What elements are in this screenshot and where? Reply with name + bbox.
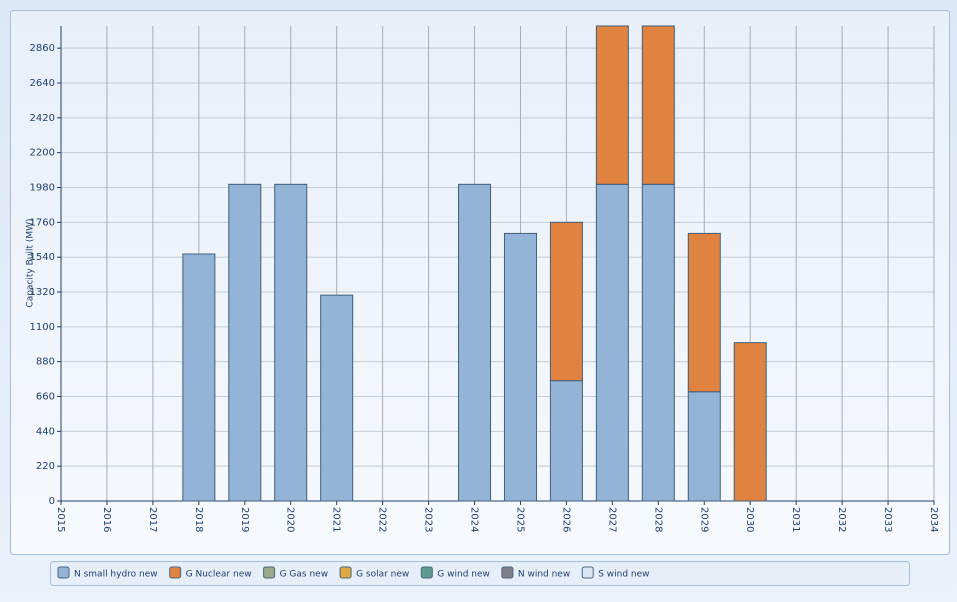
x-tick-label: 2017: [147, 507, 158, 532]
y-tick-label: 0: [49, 496, 55, 507]
bar-segment: [274, 183, 308, 502]
bar-segment: [641, 183, 675, 502]
y-tick-label: 1540: [30, 252, 55, 263]
legend-swatch: [57, 566, 70, 579]
legend-label: N small hydro new: [74, 570, 158, 580]
bar-segment: [687, 391, 721, 502]
x-tick-label: 2033: [882, 507, 893, 532]
bar-segment: [503, 232, 537, 502]
x-tick-label: 2018: [193, 507, 204, 532]
bar-segment: [641, 25, 675, 185]
bar-segment: [458, 183, 492, 502]
y-tick-label: 1980: [30, 183, 55, 194]
legend-swatch: [420, 566, 433, 579]
bar-segment: [549, 221, 583, 382]
y-tick-label: 440: [36, 426, 55, 437]
x-tick-label: 2021: [331, 507, 342, 532]
y-tick-label: 1320: [30, 287, 55, 298]
legend-label: G wind new: [437, 570, 490, 580]
x-tick-label: 2026: [560, 507, 571, 532]
bar-segment: [228, 183, 262, 502]
x-tick-label: 2023: [423, 507, 434, 532]
legend-label: G Nuclear new: [186, 570, 252, 580]
y-tick-label: 2200: [30, 148, 55, 159]
y-tick-label: 1100: [30, 322, 55, 333]
x-tick-label: 2031: [790, 507, 801, 532]
y-tick-label: 880: [36, 357, 55, 368]
x-tick-label: 2030: [744, 507, 755, 532]
x-tick-label: 2032: [836, 507, 847, 532]
bar-segment: [595, 25, 629, 185]
legend-label: N wind new: [518, 570, 570, 580]
bar-segment: [182, 253, 216, 502]
legend-label: S wind new: [598, 570, 649, 580]
y-axis-title: Capacity Built (MW): [26, 218, 36, 307]
x-tick-label: 2025: [514, 507, 525, 532]
x-tick-label: 2034: [928, 507, 939, 532]
y-tick-label: 2860: [30, 43, 55, 54]
x-tick-label: 2027: [606, 507, 617, 532]
x-tick-label: 2028: [652, 507, 663, 532]
legend-swatch: [501, 566, 514, 579]
y-tick-label: 660: [36, 392, 55, 403]
bar-segment: [595, 183, 629, 502]
y-tick-label: 220: [36, 461, 55, 472]
x-tick-label: 2019: [239, 507, 250, 532]
legend-swatch: [339, 566, 352, 579]
x-tick-label: 2022: [377, 507, 388, 532]
y-tick-label: 2420: [30, 113, 55, 124]
legend-swatch: [263, 566, 276, 579]
bar-segment: [549, 380, 583, 502]
x-tick-label: 2015: [55, 507, 66, 532]
x-tick-label: 2029: [698, 507, 709, 532]
x-tick-label: 2016: [101, 507, 112, 532]
legend-label: G solar new: [356, 570, 409, 580]
legend-label: G Gas new: [280, 570, 328, 580]
y-tick-label: 1760: [30, 217, 55, 228]
y-tick-label: 2640: [30, 78, 55, 89]
x-tick-label: 2024: [469, 507, 480, 532]
bar-segment: [733, 342, 767, 502]
bar-segment: [687, 232, 721, 393]
x-tick-label: 2020: [285, 507, 296, 532]
legend-swatch: [581, 566, 594, 579]
legend-swatch: [169, 566, 182, 579]
bar-segment: [320, 294, 354, 502]
